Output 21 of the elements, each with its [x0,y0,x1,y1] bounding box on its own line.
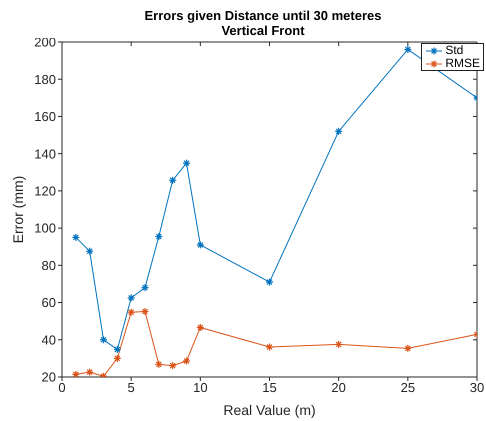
y-tick-label: 140 [34,146,56,162]
x-axis-title: Real Value (m) [223,402,316,418]
y-tick-label: 80 [42,258,56,273]
x-tick-label: 15 [262,380,277,396]
legend-label: Std [445,43,464,57]
y-tick-label: 160 [34,109,56,124]
y-tick-label: 20 [42,370,56,385]
x-tick-label: 25 [400,380,416,396]
legend-label: RMSE [445,56,480,70]
y-tick-label: 60 [42,295,56,310]
x-tick-label: 5 [128,380,135,396]
x-tick-label: 30 [470,380,484,396]
y-axis-title: Error (mm) [10,176,26,244]
chart-title: Errors given Distance until 30 meteres Vertical Front [144,8,382,38]
y-tick-label: 100 [34,220,56,236]
y-tick-label: 120 [34,184,56,199]
x-tick-label: 0 [58,380,66,396]
x-tick-label: 20 [331,380,346,396]
x-tick-label: 10 [193,380,208,396]
y-tick-label: 40 [42,332,56,348]
y-tick-label: 180 [34,72,56,87]
